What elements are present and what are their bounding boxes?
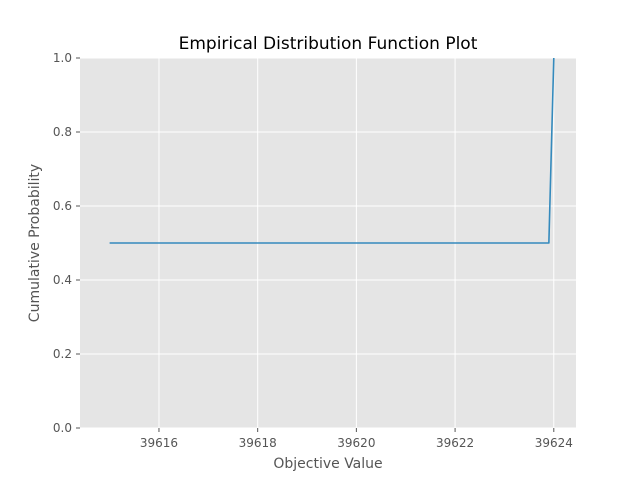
- y-tick-label: 0.6: [53, 199, 72, 213]
- x-tick-label: 39618: [239, 436, 277, 450]
- y-tick-label: 1.0: [53, 51, 72, 65]
- x-tick-label: 39622: [436, 436, 474, 450]
- ticks: 39616 39618 39620 39622 39624 0.0 0.2 0.4 0.6 0.8…: [53, 51, 573, 450]
- ecdf-line: [109, 57, 555, 244]
- y-tick-label: 0.2: [53, 347, 72, 361]
- y-tick-label: 0.4: [53, 273, 72, 287]
- grid: [80, 57, 576, 429]
- x-tick-label: 39624: [535, 436, 573, 450]
- x-tick-label: 39616: [140, 436, 178, 450]
- x-axis-label: Objective Value: [273, 456, 382, 472]
- y-tick-label: 0.8: [53, 125, 72, 139]
- x-tick-label: 39620: [337, 436, 375, 450]
- y-tick-label: 0.0: [53, 421, 72, 435]
- y-axis-label: Cumulative Probability: [27, 164, 43, 322]
- chart-title: Empirical Distribution Function Plot: [179, 34, 478, 54]
- series-layer: [109, 57, 555, 244]
